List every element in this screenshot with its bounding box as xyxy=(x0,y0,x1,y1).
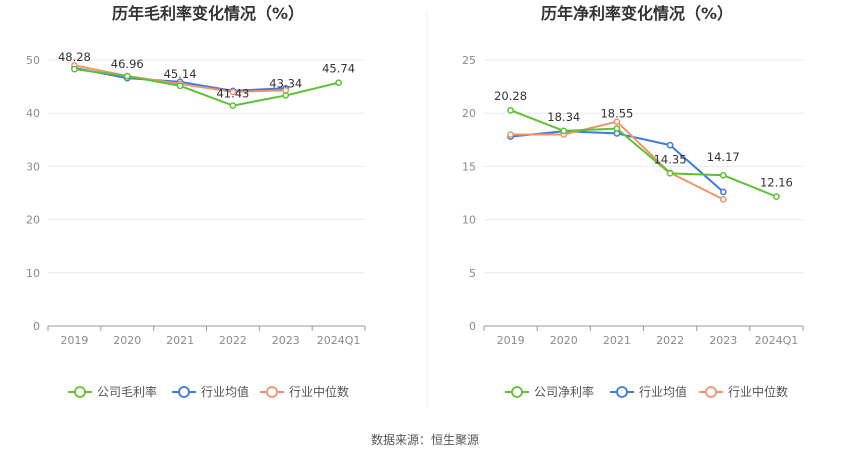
legend-label: 行业均值 xyxy=(639,384,687,399)
data-point-company xyxy=(123,72,131,80)
y-tick-label: 40 xyxy=(26,107,40,120)
y-tick-label: 20 xyxy=(462,107,476,120)
data-label: 45.14 xyxy=(164,67,197,81)
x-tick-label: 2024Q1 xyxy=(755,334,799,347)
x-tick-label: 2023 xyxy=(709,334,737,347)
data-point-industry_median xyxy=(719,196,727,203)
data-label: 48.28 xyxy=(58,50,91,64)
y-tick-label: 25 xyxy=(462,54,476,67)
data-label: 45.74 xyxy=(322,62,355,76)
y-tick-label: 0 xyxy=(469,320,476,333)
x-tick-label: 2021 xyxy=(166,334,194,347)
x-tick-label: 2024Q1 xyxy=(317,334,361,347)
legend-swatch-marker xyxy=(178,386,190,398)
legend-item-industry_median: 行业中位数 xyxy=(699,384,788,399)
series-line-company xyxy=(510,109,777,198)
data-label: 41.43 xyxy=(216,87,249,101)
data-point-company xyxy=(282,92,290,99)
data-label: 14.35 xyxy=(654,152,687,166)
legend-label: 行业均值 xyxy=(201,384,249,399)
y-tick-label: 20 xyxy=(26,214,40,227)
legend-item-industry_avg: 行业均值 xyxy=(610,384,687,399)
data-point-company xyxy=(335,79,342,87)
legend-label: 行业中位数 xyxy=(289,384,349,399)
chart-title: 历年毛利率变化情况（%） xyxy=(112,4,304,23)
x-tick-label: 2021 xyxy=(603,334,631,347)
y-tick-label: 50 xyxy=(26,54,40,67)
data-label: 18.55 xyxy=(600,107,633,121)
source-note: 数据来源：恒生聚源 xyxy=(371,432,479,447)
legend-swatch-marker xyxy=(511,386,523,398)
legend-label: 行业中位数 xyxy=(728,384,788,399)
chart-panel-1: 历年毛利率变化情况（%） 0 10 20 30 40 50 2019 2020 2021 2022 2… xyxy=(26,4,366,399)
legend-label: 公司毛利率 xyxy=(97,384,157,399)
legend-item-company: 公司毛利率 xyxy=(68,384,157,399)
data-label: 14.17 xyxy=(707,150,740,164)
y-tick-label: 10 xyxy=(26,267,40,280)
data-point-company xyxy=(666,169,674,177)
data-point-industry_avg xyxy=(719,188,727,196)
legend-swatch-marker xyxy=(266,386,278,398)
y-tick-label: 0 xyxy=(33,320,40,333)
x-tick-label: 2023 xyxy=(272,334,300,347)
data-point-company xyxy=(773,193,780,200)
data-label: 20.28 xyxy=(494,89,527,103)
y-tick-label: 10 xyxy=(462,214,476,227)
data-point-company xyxy=(229,102,237,109)
data-label: 46.96 xyxy=(111,57,144,71)
data-label: 43.34 xyxy=(269,76,302,90)
data-point-industry_median xyxy=(229,88,237,96)
data-point-company xyxy=(71,65,78,73)
data-point-company xyxy=(719,171,727,179)
x-tick-label: 2022 xyxy=(219,334,247,347)
x-tick-label: 2022 xyxy=(656,334,684,347)
y-tick-label: 15 xyxy=(462,160,476,173)
data-point-industry_median xyxy=(613,118,621,126)
legend-label: 公司净利率 xyxy=(534,384,594,399)
series-line-company xyxy=(74,68,339,107)
chart-panel-2: 历年净利率变化情况（%） 0 5 10 15 20 25 2019 2020 2021 2022 20… xyxy=(462,4,804,399)
data-point-company xyxy=(560,127,568,135)
data-label: 18.34 xyxy=(547,110,580,124)
data-label: 12.16 xyxy=(760,176,793,190)
x-tick-label: 2020 xyxy=(113,334,141,347)
x-tick-label: 2020 xyxy=(550,334,578,347)
data-point-industry_avg xyxy=(666,141,674,149)
legend-item-industry_avg: 行业均值 xyxy=(172,384,249,399)
data-point-company xyxy=(507,106,514,114)
legend-swatch-marker xyxy=(616,386,628,398)
x-tick-label: 2019 xyxy=(60,334,88,347)
legend-swatch-marker xyxy=(74,386,86,398)
x-tick-label: 2019 xyxy=(497,334,525,347)
legend-swatch-marker xyxy=(705,386,717,398)
y-tick-label: 30 xyxy=(26,160,40,173)
data-point-industry_median xyxy=(507,131,514,138)
legend-item-industry_median: 行业中位数 xyxy=(260,384,349,399)
data-point-company xyxy=(613,125,621,132)
chart-title: 历年净利率变化情况（%） xyxy=(541,4,733,23)
data-point-company xyxy=(176,82,184,90)
legend-item-company: 公司净利率 xyxy=(505,384,594,399)
y-tick-label: 5 xyxy=(469,267,476,280)
